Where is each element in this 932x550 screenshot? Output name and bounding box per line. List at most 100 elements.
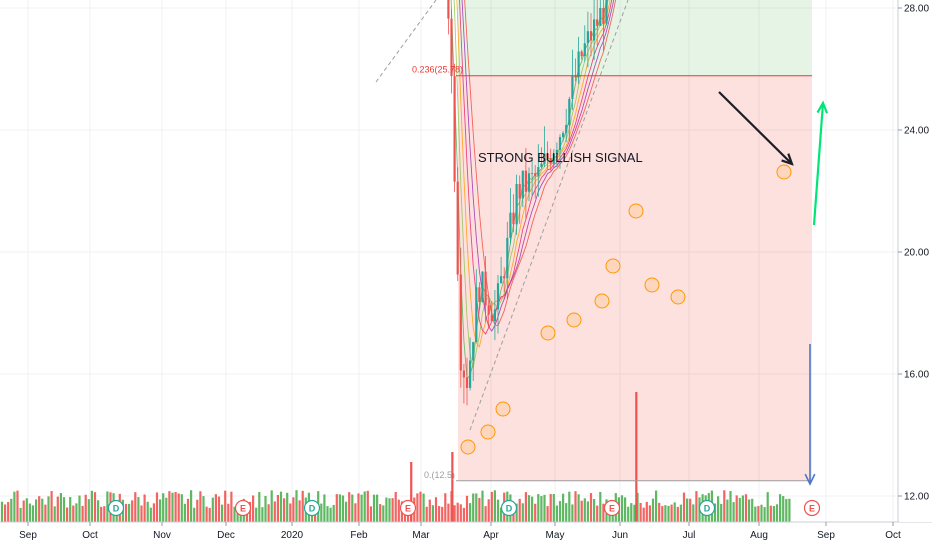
volume-bar [562,493,565,522]
volume-bar [741,495,744,522]
annotation-text: STRONG BULLISH SIGNAL [478,150,643,165]
candle-body [565,125,568,133]
candle-body [465,377,469,388]
volume-bar [500,507,503,522]
candle-body [552,153,555,164]
volume-bar [537,494,540,522]
volume-bar [193,507,196,522]
volume-bar [496,499,500,522]
volume-bar [0,501,4,522]
volume-bar [679,504,682,522]
volume-bar [645,501,648,522]
volume-bar [394,491,397,522]
pattern-circle [566,312,582,328]
volume-bar [726,499,729,522]
fib-levels: 0.618(47.33)0.5(40.67)0.382(34.03)0.236(… [412,65,812,482]
candle-body [447,0,450,19]
volume-bar [47,496,50,522]
volume-bar [97,500,100,522]
volume-bar [735,495,738,522]
volume-bar [453,505,456,522]
volume-bar [568,491,571,522]
volume-bar [131,500,134,522]
volume-bar [270,490,273,522]
volume-bar [221,504,224,522]
green-arrow-head [816,100,829,114]
volume-bar [493,490,496,522]
volume-bar [298,500,301,522]
volume-bar [128,503,131,522]
pattern-circle [628,203,644,219]
event-marker-label: D [113,504,120,514]
candle-body [593,19,596,41]
volume-bar [69,497,72,522]
volume-bar [543,494,546,522]
volume-bar [596,505,599,522]
volume-bar [230,491,233,522]
volume-bar [255,507,258,522]
volume-bar [475,493,478,522]
volume-bar [87,499,90,522]
volume-bar [81,505,84,522]
volume-bar [376,494,379,522]
pattern-circle [495,401,511,417]
volume-bar [44,504,47,522]
volume-bar [4,504,7,522]
candle-body [605,0,608,24]
volume-bar [174,491,177,522]
volume-bar [196,499,199,522]
volume-bar [388,498,391,522]
volume-bar [723,490,726,522]
volume-bar [168,491,171,522]
volume-bar [531,496,534,522]
volume-bar [22,500,25,522]
volume-bar [577,494,580,522]
volume-bar [763,507,766,522]
volume-bar [515,503,518,522]
volume-bar [648,505,651,522]
y-tick-label: 12.00 [904,492,929,503]
volume-bar [438,506,441,522]
volume-bar [56,496,59,522]
volume-bar [469,503,472,522]
volume-bar [190,490,193,522]
volume-bar [292,497,295,522]
event-marker-label: D [704,504,711,514]
volume-bar [217,496,221,522]
fib-label: 0.236(25.78) [412,65,463,75]
volume-bar [633,504,636,522]
x-tick-label: Dec [217,530,235,541]
volume-bar [481,490,484,522]
volume-bar [391,498,394,522]
volume-bar [59,493,62,522]
volume-bar [695,491,698,522]
volume-bar [655,490,658,522]
volume-bar [602,503,605,522]
volume-bar [540,496,543,522]
pattern-circles [460,164,792,455]
x-tick-label: Jun [612,530,628,541]
volume-bar [366,490,369,522]
volume-bar [338,494,341,522]
fib-label: 0.(12.5) [424,470,455,480]
candles [447,0,608,406]
x-tick-label: May [546,530,565,541]
volume-bar [41,498,44,522]
volume-bar [651,498,655,522]
volume-bar [385,497,388,522]
blue-arrow-head [804,473,816,486]
volume-bar [103,506,106,522]
candle-body [515,184,518,225]
volume-bar [599,491,602,522]
candle-body [481,271,484,303]
volume-bar [775,504,779,522]
candle-body [577,51,580,78]
volume-bar [416,493,419,522]
volume-bar [72,505,75,522]
volume-bar [360,494,363,522]
volume-bar [785,499,788,522]
volume-bar [769,505,772,522]
